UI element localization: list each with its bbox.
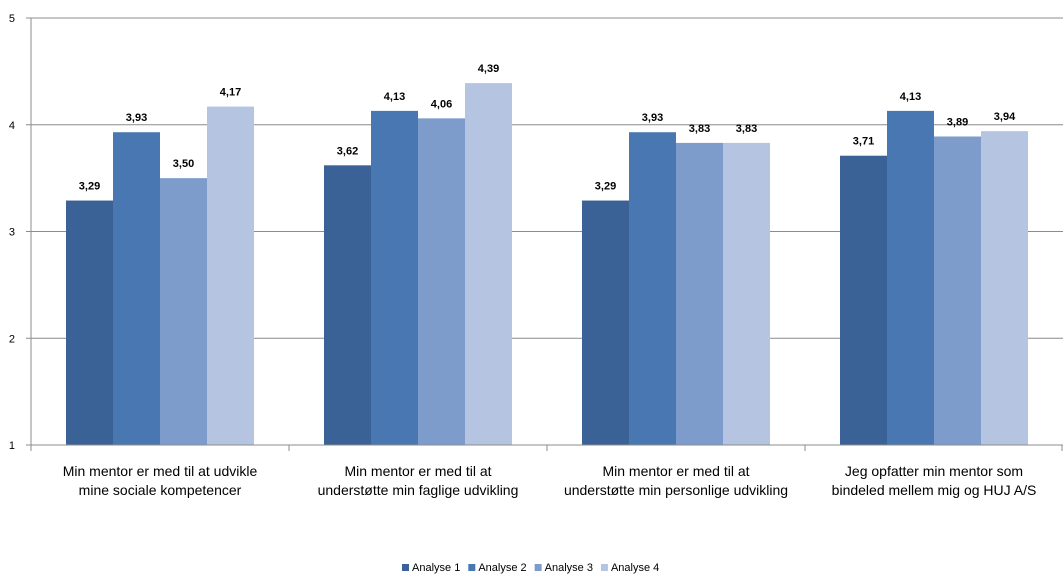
data-label: 3,83	[689, 123, 710, 135]
bars	[66, 83, 1028, 446]
bar	[981, 131, 1028, 445]
data-label: 4,39	[478, 63, 499, 75]
x-tick-label: mine sociale kompetencer	[79, 482, 242, 498]
data-label: 4,13	[900, 91, 921, 103]
bar	[465, 83, 512, 446]
legend-label: Analyse 4	[611, 562, 659, 574]
data-label: 3,83	[736, 123, 757, 135]
data-label: 3,71	[853, 136, 874, 148]
data-label: 4,17	[220, 87, 241, 99]
y-tick-label: 5	[9, 13, 15, 25]
bar	[160, 178, 207, 445]
data-label: 3,89	[947, 116, 968, 128]
data-label: 3,94	[994, 111, 1016, 123]
data-labels: 3,29 3,62 3,29 3,71 3,93 4,13 3,93 4,13 3,50 4,06…	[79, 63, 1016, 192]
bar	[723, 142, 770, 445]
legend-swatch	[534, 564, 542, 571]
legend-swatch	[468, 564, 476, 571]
data-label: 3,29	[595, 181, 616, 193]
x-tick-label: Min mentor er med til at udvikle	[63, 463, 258, 479]
bar	[676, 142, 723, 445]
x-tick-label: bindeled mellem mig og HUJ A/S	[832, 482, 1037, 498]
y-tick-label: 1	[9, 440, 15, 452]
bar	[840, 155, 887, 445]
x-tick-label: Min mentor er med til at	[344, 463, 491, 479]
bar	[113, 132, 160, 445]
x-tick-label: understøtte min personlige udvikling	[564, 482, 788, 498]
bar	[934, 136, 981, 445]
bar	[66, 200, 113, 445]
bar	[887, 110, 934, 445]
bar	[418, 118, 465, 445]
data-label: 3,62	[337, 145, 358, 157]
data-label: 3,29	[79, 181, 100, 193]
legend-swatch	[600, 564, 608, 571]
x-tick-label: Min mentor er med til at	[602, 463, 749, 479]
bar	[629, 132, 676, 445]
legend-label: Analyse 3	[545, 562, 593, 574]
data-label: 4,06	[431, 98, 452, 110]
bar	[582, 200, 629, 445]
y-tick-label: 2	[9, 333, 15, 345]
data-label: 4,13	[384, 91, 405, 103]
y-tick-label: 3	[9, 227, 15, 239]
axes: 1 2 3 4 5 Min mentor er med til at udvikle min…	[9, 13, 1063, 498]
data-label: 3,50	[173, 158, 194, 170]
y-tick-label: 4	[9, 120, 15, 132]
bar	[371, 110, 418, 445]
legend-label: Analyse 2	[478, 562, 526, 574]
x-tick-label: Jeg opfatter min mentor som	[845, 463, 1023, 479]
legend-swatch	[402, 564, 409, 571]
legend: Analyse 1 Analyse 2 Analyse 3 Analyse 4	[402, 562, 659, 574]
bar	[324, 165, 371, 445]
legend-label: Analyse 1	[412, 562, 460, 574]
data-label: 3,93	[642, 112, 663, 124]
data-label: 3,93	[126, 112, 147, 124]
x-tick-label: understøtte min faglige udvikling	[318, 482, 519, 498]
bar	[207, 106, 254, 445]
